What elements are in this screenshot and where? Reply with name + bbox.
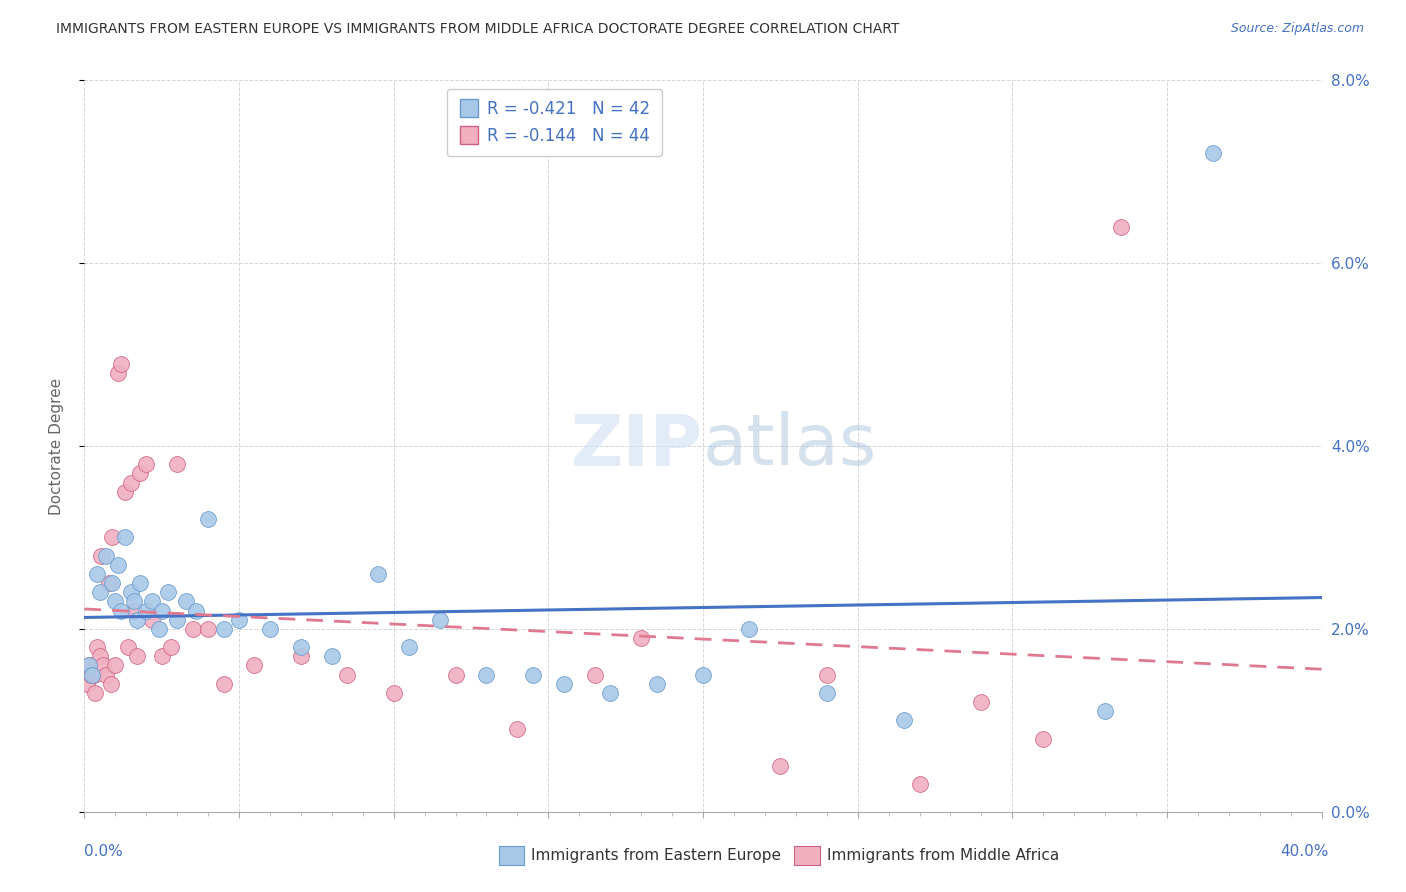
Point	[398, 640, 420, 655]
Point	[117, 640, 139, 655]
Point	[290, 640, 312, 655]
Point	[321, 649, 343, 664]
Point	[290, 649, 312, 664]
Point	[893, 714, 915, 728]
Point	[86, 567, 108, 582]
Point	[79, 667, 101, 681]
Y-axis label: Doctorate Degree: Doctorate Degree	[49, 377, 63, 515]
Point	[815, 686, 838, 700]
Point	[522, 667, 544, 681]
Point	[91, 658, 114, 673]
Point	[212, 622, 235, 636]
Point	[150, 603, 173, 617]
Point	[444, 667, 467, 681]
Point	[89, 585, 111, 599]
Point	[98, 576, 121, 591]
Point	[228, 613, 250, 627]
Point	[125, 613, 148, 627]
Text: Immigrants from Eastern Europe: Immigrants from Eastern Europe	[531, 848, 782, 863]
Point	[104, 594, 127, 608]
Point	[259, 622, 281, 636]
Point	[107, 558, 129, 572]
Point	[83, 667, 105, 681]
Point	[184, 603, 207, 617]
Point	[76, 676, 98, 690]
Text: Source: ZipAtlas.com: Source: ZipAtlas.com	[1230, 22, 1364, 36]
Point	[150, 649, 173, 664]
Text: 0.0%: 0.0%	[84, 845, 124, 859]
Legend: R = -0.421   N = 42, R = -0.144   N = 44: R = -0.421 N = 42, R = -0.144 N = 44	[447, 88, 662, 156]
Point	[506, 723, 529, 737]
Point	[160, 640, 183, 655]
Point	[141, 594, 163, 608]
Point	[114, 530, 136, 544]
Point	[908, 777, 931, 791]
Point	[89, 649, 111, 664]
Point	[82, 667, 104, 681]
Point	[148, 622, 170, 636]
Point	[630, 631, 652, 645]
Point	[1094, 704, 1116, 718]
Point	[367, 567, 389, 582]
Point	[120, 475, 142, 490]
Point	[243, 658, 266, 673]
Point	[181, 622, 204, 636]
Point	[94, 549, 117, 563]
Point	[1032, 731, 1054, 746]
Point	[336, 667, 359, 681]
Text: ZIP: ZIP	[571, 411, 703, 481]
Point	[475, 667, 498, 681]
Text: atlas: atlas	[703, 411, 877, 481]
Point	[815, 667, 838, 681]
Point	[101, 530, 124, 544]
Point	[100, 676, 122, 690]
Point	[107, 366, 129, 380]
Point	[125, 649, 148, 664]
Point	[645, 676, 668, 690]
Point	[197, 512, 219, 526]
Point	[101, 576, 124, 591]
Point	[1109, 219, 1132, 234]
Point	[382, 686, 405, 700]
Point	[692, 667, 714, 681]
Point	[166, 613, 188, 627]
Point	[90, 549, 112, 563]
Text: IMMIGRANTS FROM EASTERN EUROPE VS IMMIGRANTS FROM MIDDLE AFRICA DOCTORATE DEGREE: IMMIGRANTS FROM EASTERN EUROPE VS IMMIGR…	[56, 22, 900, 37]
Point	[156, 585, 179, 599]
Point	[583, 667, 606, 681]
Point	[197, 622, 219, 636]
Text: 40.0%: 40.0%	[1281, 845, 1329, 859]
Point	[176, 594, 198, 608]
Point	[738, 622, 761, 636]
Point	[970, 695, 993, 709]
Point	[135, 603, 157, 617]
Point	[429, 613, 451, 627]
Point	[1202, 146, 1225, 161]
Point	[769, 759, 792, 773]
Point	[129, 467, 152, 481]
Point	[166, 458, 188, 472]
Point	[77, 658, 100, 673]
Point	[135, 458, 157, 472]
Text: Immigrants from Middle Africa: Immigrants from Middle Africa	[827, 848, 1059, 863]
Point	[110, 357, 132, 371]
Point	[77, 658, 100, 673]
Point	[141, 613, 163, 627]
Point	[122, 594, 145, 608]
Point	[553, 676, 575, 690]
Point	[84, 686, 107, 700]
Point	[120, 585, 142, 599]
Point	[94, 667, 117, 681]
Point	[110, 603, 132, 617]
Point	[122, 603, 145, 617]
Point	[599, 686, 621, 700]
Point	[212, 676, 235, 690]
Point	[104, 658, 127, 673]
Point	[114, 484, 136, 499]
Point	[86, 640, 108, 655]
Point	[129, 576, 152, 591]
